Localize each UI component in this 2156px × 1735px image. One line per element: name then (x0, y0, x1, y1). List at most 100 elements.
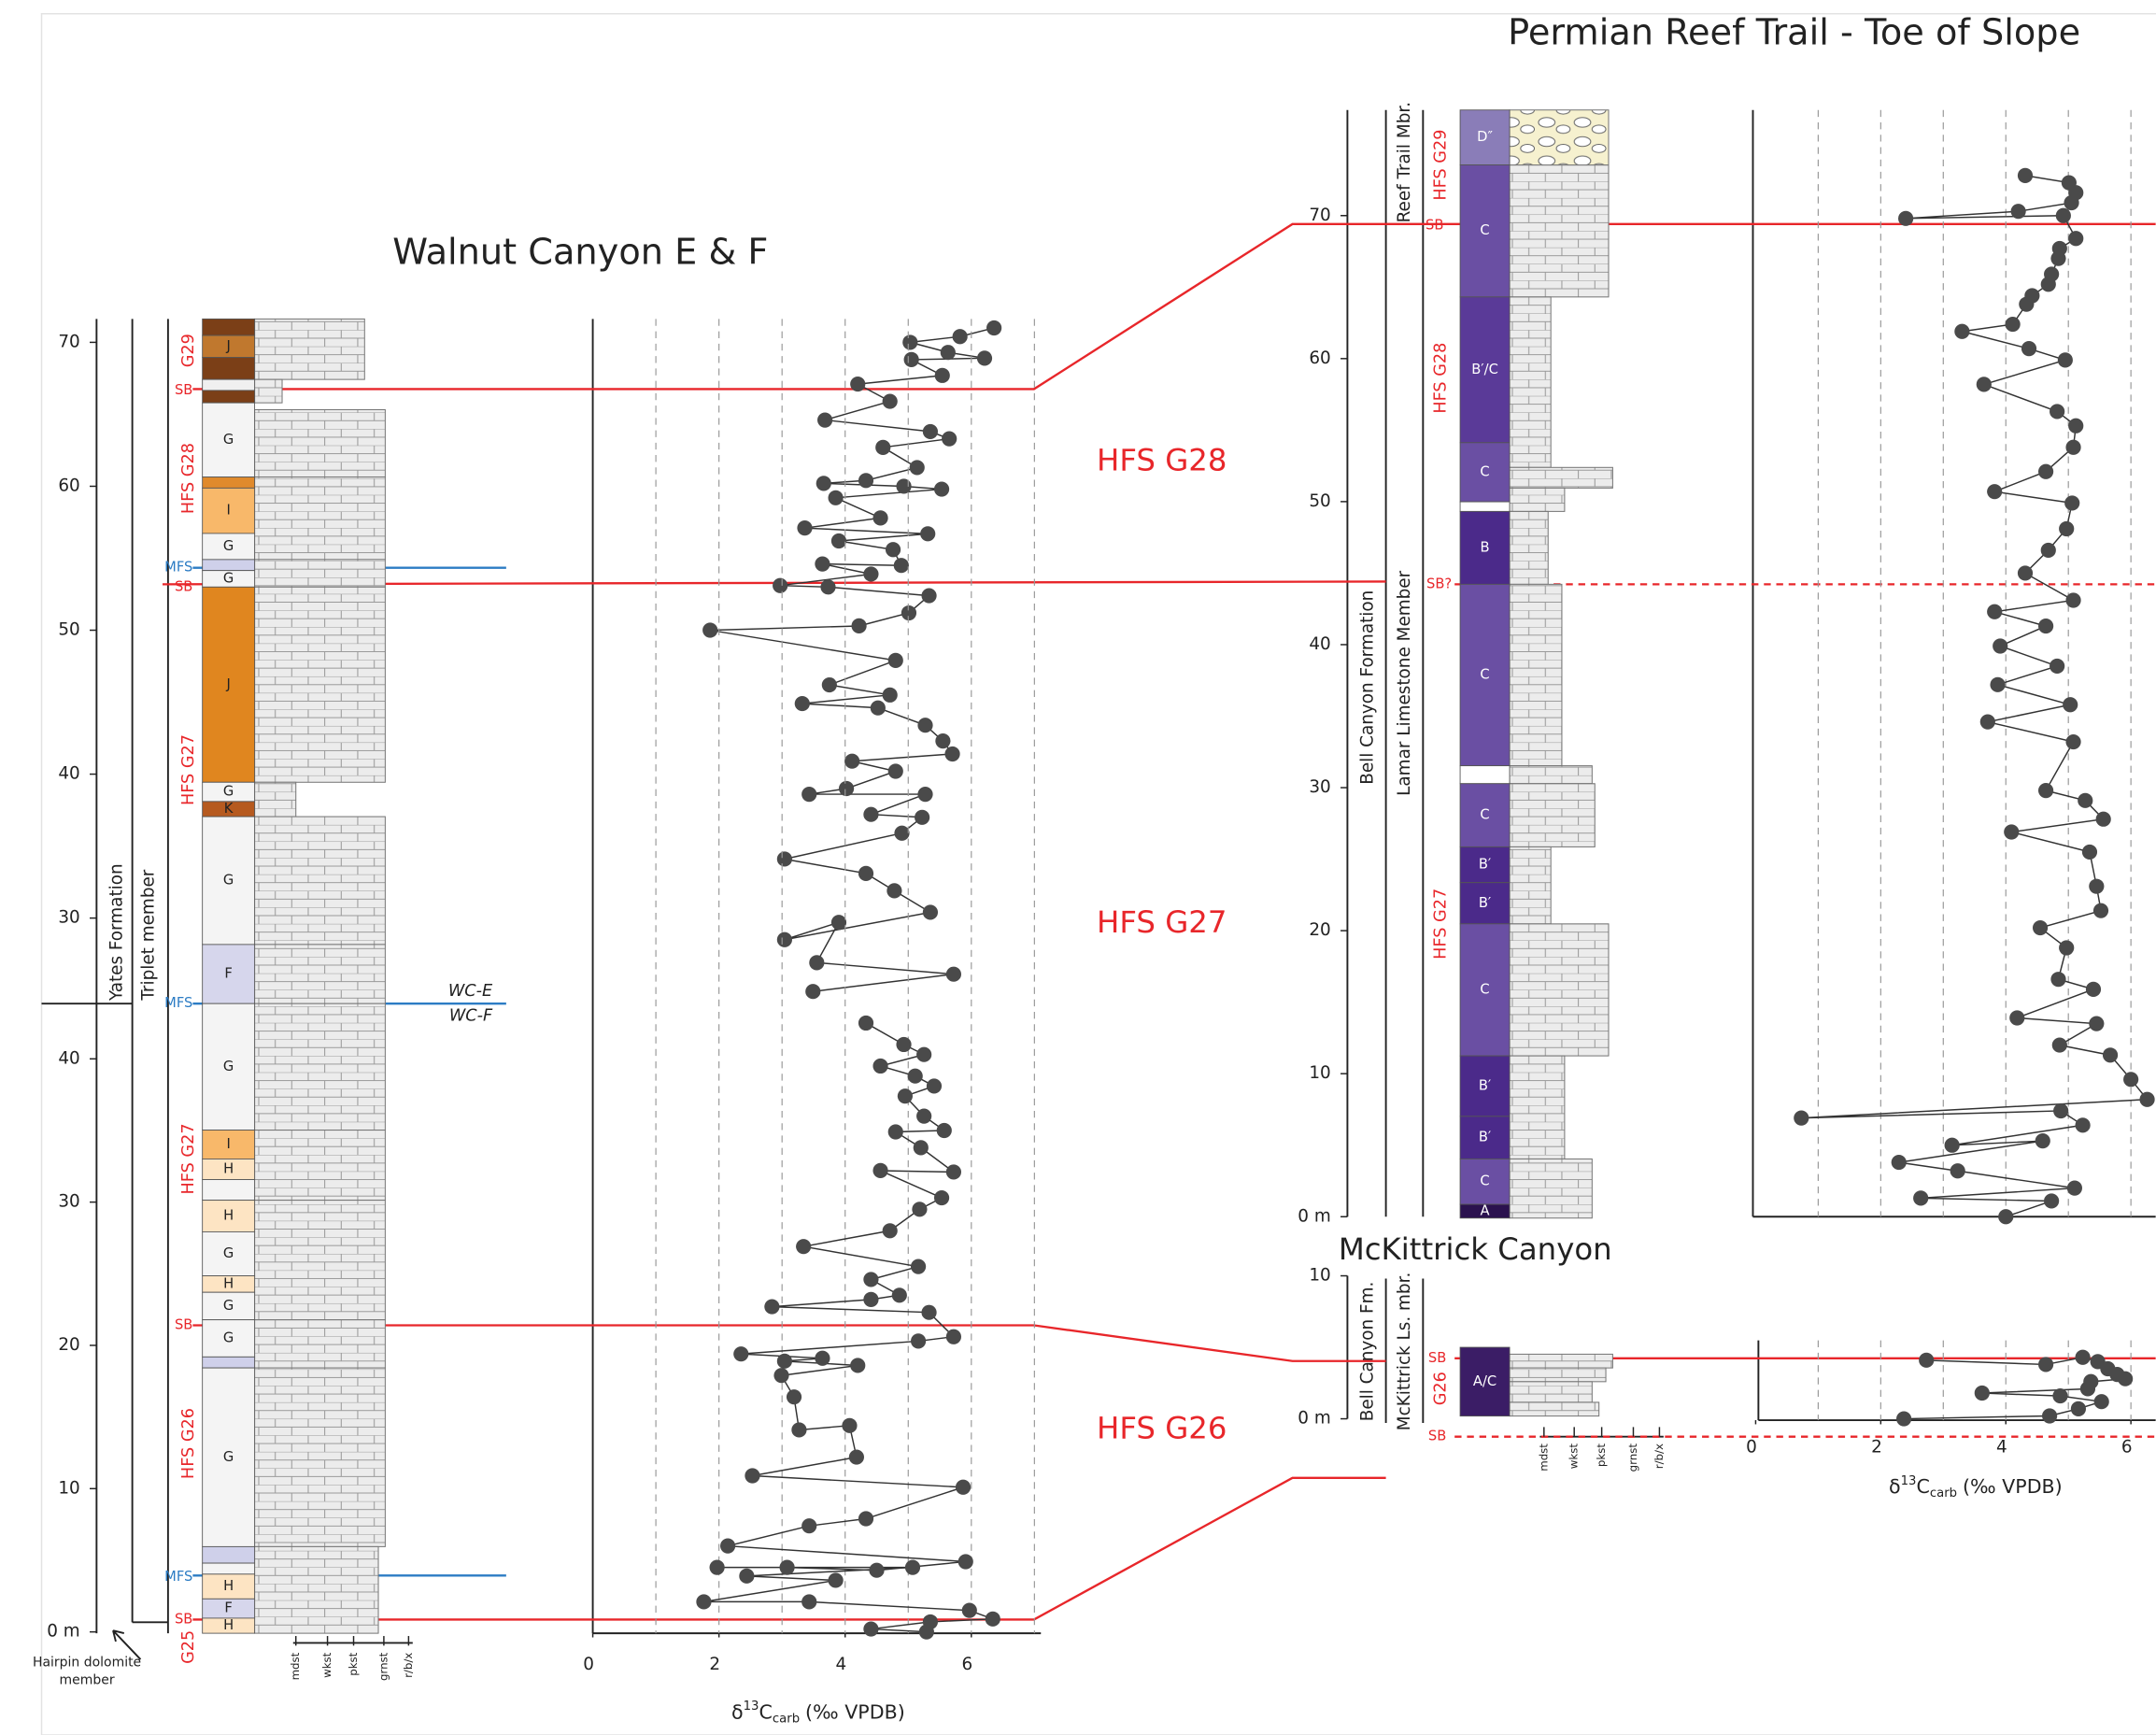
data-point (1998, 1209, 2013, 1224)
data-point (739, 1569, 754, 1584)
series-label: WC-E (448, 982, 493, 1001)
data-point (986, 320, 1001, 335)
surface-label: MFS (164, 1569, 192, 1585)
data-point (2056, 208, 2071, 223)
data-point (831, 915, 846, 930)
data-point (872, 1059, 887, 1074)
x-axis-label-part: C (1916, 1475, 1929, 1498)
texture-label: mdst (1537, 1443, 1550, 1472)
facies-label: G (223, 1298, 234, 1314)
data-point (911, 1259, 926, 1274)
facies-label: D″ (1477, 129, 1493, 145)
data-point (801, 1518, 816, 1533)
data-point (858, 866, 873, 881)
lithology (1510, 511, 1548, 584)
data-point (946, 967, 961, 982)
data-point (905, 1560, 920, 1575)
data-point (871, 701, 886, 716)
data-point (1993, 638, 2007, 653)
x-axis-label-part: 13 (1901, 1474, 1917, 1488)
data-point (829, 1572, 844, 1587)
data-point (2050, 251, 2065, 266)
lithology (1510, 1382, 1592, 1402)
facies-label: G (223, 1245, 234, 1261)
data-point (1987, 484, 2002, 499)
lithology (255, 817, 386, 945)
x-axis-label-part: (‰ VPDB) (1963, 1475, 2063, 1498)
x-tick-label: 0 (1746, 1437, 1757, 1457)
data-point (875, 440, 890, 455)
data-point (911, 1333, 926, 1348)
x-axis-label-part: (‰ VPDB) (805, 1700, 905, 1723)
data-point (920, 526, 935, 541)
facies-block (203, 1563, 255, 1574)
facies-block (203, 477, 255, 489)
facies-block (203, 319, 255, 335)
facies-block (203, 391, 255, 403)
data-point (1794, 1111, 1808, 1126)
x-axis-label-part: δ (731, 1700, 744, 1723)
texture-label: grnst (376, 1652, 390, 1681)
data-point (2071, 1401, 2086, 1416)
data-point (2038, 1357, 2053, 1372)
data-point (883, 393, 898, 408)
unit-label: Triplet member (138, 869, 158, 1001)
facies-block (203, 358, 255, 380)
data-point (956, 1480, 971, 1495)
lithology (255, 782, 296, 817)
facies-label: B′/C (1471, 362, 1498, 377)
data-point (2018, 565, 2033, 580)
surface-label: SB (175, 1317, 192, 1333)
surface-label: SB (175, 1611, 192, 1627)
data-point (917, 787, 932, 802)
data-point (2011, 204, 2026, 219)
data-point (796, 1239, 811, 1254)
data-point (839, 781, 854, 796)
data-point (888, 1124, 903, 1139)
data-point (777, 1354, 792, 1369)
data-point (946, 1164, 961, 1179)
data-point (921, 1305, 936, 1320)
unit-label: Bell Canyon Formation (1357, 590, 1377, 785)
facies-label: I (226, 503, 230, 519)
unit-label: Hairpin dolomite member (31, 1654, 144, 1689)
y-tick-label: 30 (1309, 777, 1330, 797)
y-tick-label: 0 m (1298, 1206, 1330, 1226)
facies-label: J (225, 676, 230, 692)
facies-label: H (223, 1578, 234, 1594)
data-point (842, 1418, 857, 1433)
y-tick-label: 70 (58, 332, 79, 351)
y-tick-label: 30 (58, 1192, 79, 1212)
data-point (2009, 1010, 2024, 1025)
data-point (2042, 1408, 2057, 1423)
data-point (2021, 341, 2036, 356)
facies-label: C (1480, 666, 1489, 682)
facies-block (203, 560, 255, 571)
facies-block (203, 1180, 255, 1201)
data-point (820, 579, 835, 594)
data-point (696, 1594, 711, 1609)
facies-label: H (223, 1617, 234, 1633)
data-point (702, 622, 717, 637)
chart-title: Permian Reef Trail - Toe of Slope (1508, 11, 2080, 53)
x-axis-label-part: carb (773, 1712, 800, 1726)
data-point (801, 1594, 816, 1609)
data-point (2065, 440, 2080, 455)
data-point (914, 1140, 929, 1155)
sequence-label: HFS G27 (1431, 889, 1450, 960)
data-point (941, 345, 956, 360)
unit-label: Lamar Limestone Member (1395, 570, 1414, 795)
x-tick-label: 2 (1871, 1437, 1882, 1457)
surface-label: SB? (1426, 576, 1452, 591)
surface-label: SB (1428, 1350, 1446, 1366)
data-point (831, 533, 846, 548)
facies-label: C (1480, 807, 1489, 823)
data-point (942, 432, 957, 447)
data-point (805, 984, 820, 999)
facies-label: B′ (1479, 895, 1491, 911)
sequence-label: G29 (179, 334, 198, 367)
data-point (863, 1272, 878, 1287)
data-point (872, 1163, 887, 1178)
surface-label: SB (1426, 217, 1443, 233)
data-point (917, 718, 932, 732)
